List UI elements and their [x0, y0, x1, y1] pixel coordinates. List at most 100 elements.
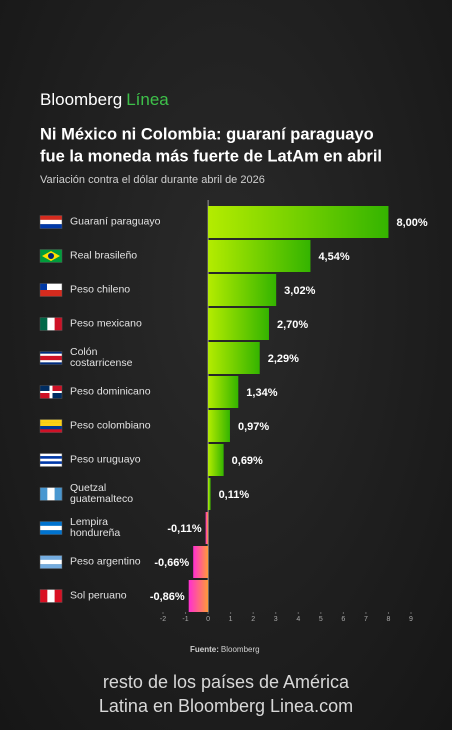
flag-stripe — [40, 317, 48, 331]
flag-stripe — [40, 422, 62, 427]
title-line: Ni México ni Colombia: guaraní paraguayo — [40, 125, 374, 143]
bar — [193, 546, 209, 578]
flag — [39, 419, 63, 433]
flag-stripe — [40, 564, 62, 569]
bar — [208, 206, 389, 238]
x-tick-label: 2 — [251, 616, 255, 623]
flag-stripe — [47, 317, 55, 331]
flag-stripe — [47, 589, 55, 603]
flag-border — [39, 453, 63, 467]
flag-border — [39, 215, 63, 229]
bar — [188, 580, 209, 612]
category-label: Guaraní paraguayo — [70, 215, 161, 228]
value-label: 1,34% — [246, 387, 277, 399]
flag-quarter — [40, 385, 50, 391]
flag-border — [39, 385, 63, 399]
flag-stripe — [40, 461, 62, 465]
flag-stripe — [40, 555, 62, 561]
flag-quarter — [52, 393, 62, 399]
bar — [205, 512, 209, 544]
flag-quarter — [40, 393, 50, 399]
category-label: Colón costarricense — [70, 346, 133, 369]
flag-stripe — [40, 362, 62, 365]
flag-border — [39, 351, 63, 365]
flag — [39, 453, 63, 467]
category-label: Peso chileno — [70, 283, 131, 296]
flag-stripe — [40, 456, 62, 459]
x-tick-label: 9 — [409, 616, 413, 623]
value-label: 3,02% — [284, 285, 315, 297]
flag-border — [39, 589, 63, 603]
flag — [39, 521, 63, 535]
category-label: Sol peruano — [70, 589, 127, 602]
flag-stripe — [40, 426, 62, 430]
flag-stripe — [40, 530, 62, 535]
value-label: 8,00% — [396, 217, 427, 229]
category-label: Lempira hondureña — [70, 516, 121, 539]
x-tick-label: 1 — [229, 616, 233, 623]
bar — [208, 240, 311, 272]
source-name: Bloomberg — [221, 645, 260, 654]
x-tick-label: 5 — [319, 616, 323, 623]
flag — [39, 589, 63, 603]
flag-stripe — [40, 487, 48, 501]
x-tick-label: -2 — [160, 616, 166, 623]
value-label: -0,86% — [150, 591, 185, 603]
flag-border — [39, 283, 63, 297]
value-label: -0,66% — [154, 557, 189, 569]
category-label: Quetzal guatemalteco — [70, 482, 134, 505]
flag-stripe — [40, 419, 62, 423]
flag-border — [39, 249, 63, 263]
flag-quarter — [52, 385, 62, 391]
value-label: 0,97% — [238, 421, 269, 433]
flag-stripe — [40, 589, 48, 603]
category-label: Real brasileño — [70, 249, 138, 262]
flag-stripe — [40, 355, 62, 359]
flag — [39, 283, 63, 297]
bar — [208, 274, 277, 306]
caption-line: resto de los países de América — [102, 672, 350, 692]
flag — [39, 555, 63, 569]
value-label: -0,11% — [167, 523, 201, 535]
category-label: Peso colombiano — [70, 419, 151, 432]
flag-stripe — [40, 290, 62, 297]
caption-line: Latina en Bloomberg Linea.com — [98, 696, 354, 716]
flag-stripe — [40, 224, 62, 229]
flag-stripe — [47, 487, 55, 501]
flag-stripe — [54, 589, 63, 603]
x-tick-label: 7 — [364, 616, 368, 623]
flag-border — [39, 555, 63, 569]
flag-stripe — [40, 360, 62, 363]
category-label: Peso mexicano — [70, 317, 142, 330]
x-tick-label: 3 — [274, 616, 278, 623]
bar — [208, 308, 269, 340]
bar — [208, 376, 239, 408]
category-label: Peso uruguayo — [70, 453, 141, 466]
flag-stripe — [40, 283, 62, 290]
x-tick-label: 8 — [387, 616, 391, 623]
flag — [39, 351, 63, 365]
brand-name: Bloomberg — [40, 90, 122, 109]
x-tick-label: 4 — [296, 616, 300, 623]
bar — [208, 410, 230, 442]
flag-stripe — [40, 559, 62, 565]
brand-accent: Línea — [126, 90, 169, 109]
subtitle: Variación contra el dólar durante abril … — [40, 174, 265, 186]
flag-canton — [40, 283, 47, 290]
category-label: Peso argentino — [70, 555, 141, 568]
title-line: fue la moneda más fuerte de LatAm en abr… — [40, 147, 382, 165]
flag — [39, 385, 63, 399]
flag-stripe — [40, 358, 62, 361]
bar — [208, 444, 224, 476]
category-label: Peso dominicano — [70, 385, 151, 398]
value-label: 0,69% — [232, 455, 263, 467]
flag-stripe — [40, 351, 62, 354]
source: Fuente: Bloomberg — [190, 645, 260, 654]
flag — [39, 249, 63, 263]
flag — [39, 215, 63, 229]
x-tick-label: 0 — [206, 616, 210, 623]
bar — [208, 342, 260, 374]
x-tick-label: -1 — [182, 616, 188, 623]
